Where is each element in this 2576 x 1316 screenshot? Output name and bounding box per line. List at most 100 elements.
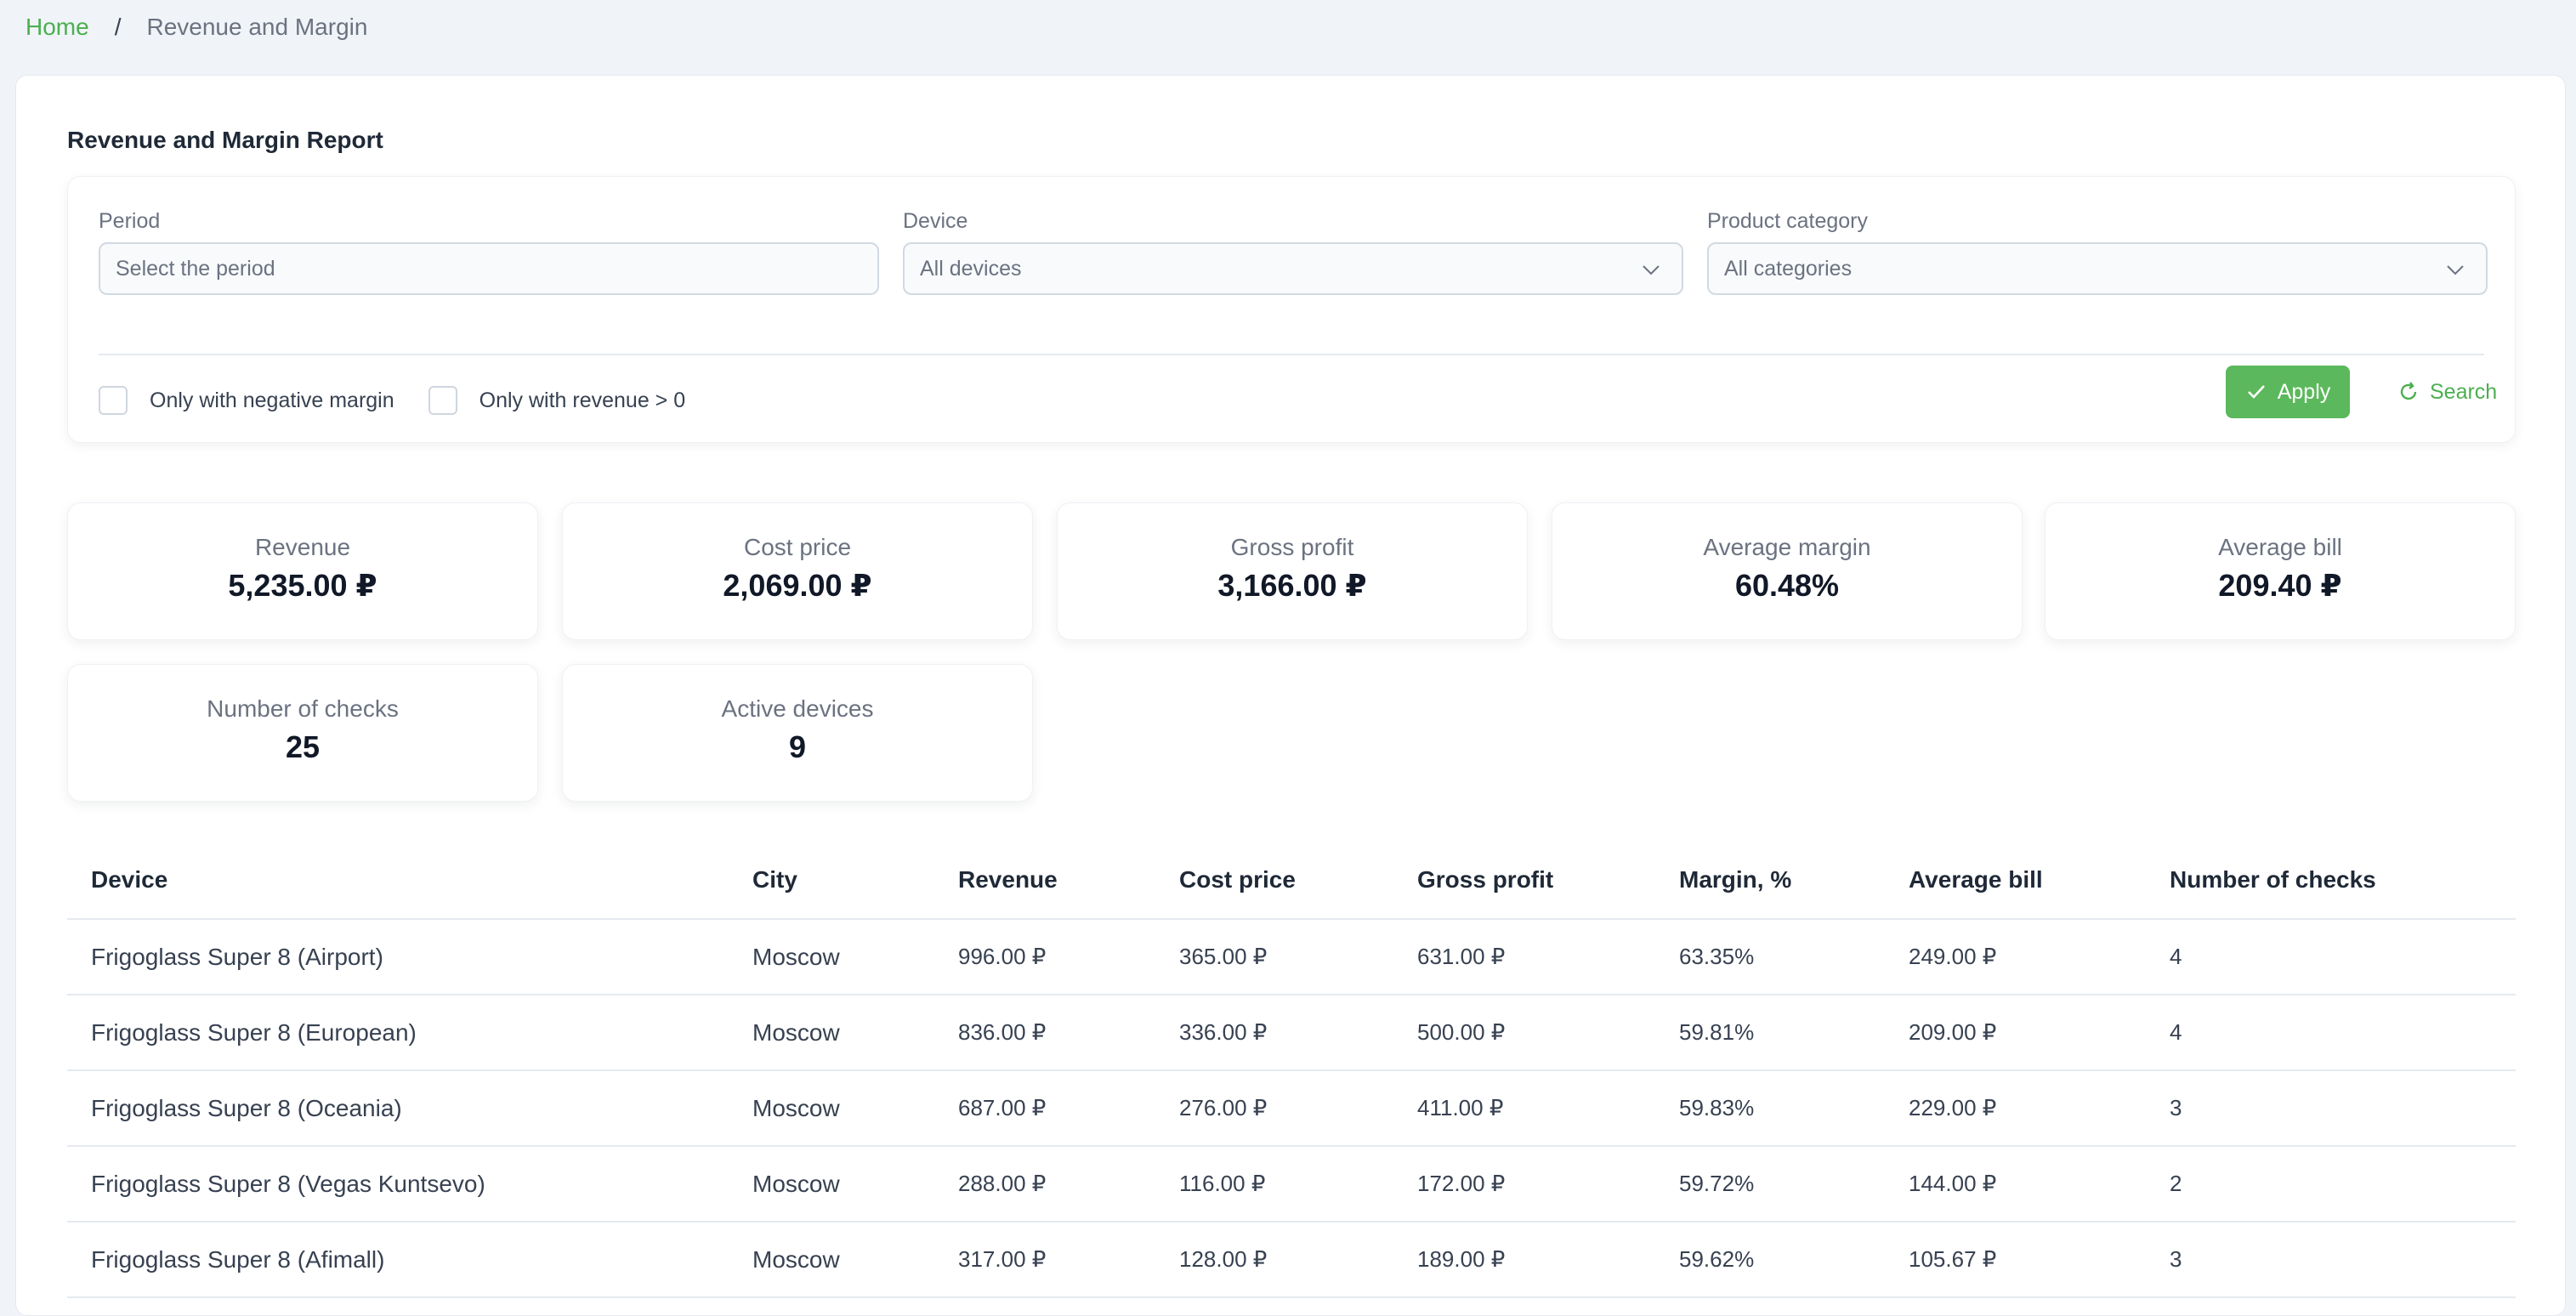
table-cell: 63.35% (1655, 919, 1885, 996)
table-cell: Frigoglass Super 8 (European) (67, 995, 729, 1071)
stat-card-average-margin: Average margin 60.48% (1552, 502, 2023, 640)
apply-button[interactable]: Apply (2226, 366, 2350, 418)
column-header[interactable]: Gross profit (1393, 841, 1655, 920)
check-icon (2247, 385, 2265, 399)
table-cell: 276.00 ₽ (1155, 1070, 1393, 1147)
stat-value: 9 (788, 729, 807, 764)
negative-margin-checkbox[interactable] (99, 386, 128, 415)
table-cell: Moscow (729, 1146, 934, 1222)
stat-value: 5,235.00 ₽ (228, 568, 377, 603)
column-header[interactable]: Revenue (934, 841, 1155, 920)
period-input[interactable]: Select the period (99, 242, 879, 295)
table-cell: 996.00 ₽ (934, 919, 1155, 996)
stat-label: Active devices (721, 695, 874, 722)
stat-card-cost-price: Cost price 2,069.00 ₽ (562, 502, 1033, 640)
table-cell: Moscow (729, 919, 934, 996)
table-cell: 59.72% (1655, 1146, 1885, 1222)
positive-revenue-option[interactable]: Only with revenue > 0 (428, 386, 685, 415)
table-cell: 209.00 ₽ (1885, 995, 2146, 1071)
table-cell: Frigoglass Super 8 (Afimall) (67, 1222, 729, 1298)
stat-label: Gross profit (1230, 534, 1354, 560)
table-cell: 500.00 ₽ (1393, 995, 1655, 1071)
column-header[interactable]: Cost price (1155, 841, 1393, 920)
refresh-icon (2400, 382, 2417, 400)
category-field: Product category All categories (1707, 209, 2488, 295)
category-select[interactable]: All categories (1707, 242, 2488, 295)
breadcrumb-current: Revenue and Margin (146, 14, 368, 40)
table-cell: Frigoglass Super 8 (Vegas Kuntsevo) (67, 1146, 729, 1222)
column-header[interactable]: Average bill (1885, 841, 2146, 920)
stat-label: Cost price (743, 534, 852, 560)
search-button[interactable]: Search (2397, 366, 2497, 418)
table-cell: 229.00 ₽ (1885, 1070, 2146, 1147)
table-cell: 3 (2146, 1070, 2516, 1147)
stat-label: Average margin (1703, 534, 1871, 560)
search-button-label: Search (2430, 379, 2498, 404)
apply-button-label: Apply (2277, 379, 2331, 404)
chevron-down-icon (1643, 265, 1660, 275)
table-cell: 59.83% (1655, 1070, 1885, 1147)
stat-card-gross-profit: Gross profit 3,166.00 ₽ (1057, 502, 1528, 640)
table-cell: 4 (2146, 919, 2516, 996)
table-cell: Frigoglass Super 8 (Oceania) (67, 1070, 729, 1147)
table-row[interactable]: Frigoglass Super 8 (European) Moscow 836… (67, 995, 2516, 1071)
table-cell: 116.00 ₽ (1155, 1146, 1393, 1222)
breadcrumb: Home / Revenue and Margin (26, 10, 367, 44)
column-header[interactable]: Device (67, 841, 729, 920)
stat-label: Number of checks (207, 695, 399, 722)
column-header[interactable]: City (729, 841, 934, 920)
stat-value: 25 (285, 729, 321, 764)
period-label: Period (99, 209, 161, 233)
table-cell: 631.00 ₽ (1393, 919, 1655, 996)
stat-card-average-bill: Average bill 209.40 ₽ (2045, 502, 2516, 640)
table-cell: Frigoglass Super 8 (Airport) (67, 919, 729, 996)
stat-label: Revenue (254, 534, 351, 560)
stat-card-revenue: Revenue 5,235.00 ₽ (67, 502, 538, 640)
negative-margin-label: Only with negative margin (150, 388, 394, 412)
table-cell: Moscow (729, 995, 934, 1071)
stat-value: 3,166.00 ₽ (1217, 568, 1367, 603)
positive-revenue-checkbox[interactable] (428, 386, 457, 415)
table-cell: 59.81% (1655, 995, 1885, 1071)
table-row[interactable]: Frigoglass Super 8 (Oceania) Moscow 687.… (67, 1070, 2516, 1147)
chevron-down-icon (2447, 265, 2464, 275)
negative-margin-option[interactable]: Only with negative margin (99, 386, 394, 415)
revenue-table: Device City Revenue Cost price Gross pro… (67, 841, 2516, 1298)
column-header[interactable]: Number of checks (2146, 841, 2516, 920)
breadcrumb-home-link[interactable]: Home (26, 14, 89, 40)
table-cell: 836.00 ₽ (934, 995, 1155, 1071)
table-cell: 3 (2146, 1222, 2516, 1298)
table-cell: 4 (2146, 995, 2516, 1071)
filter-divider (99, 354, 2484, 355)
period-field: Period Select the period (99, 209, 879, 295)
table-row[interactable]: Frigoglass Super 8 (Afimall) Moscow 317.… (67, 1222, 2516, 1298)
table-cell: 365.00 ₽ (1155, 919, 1393, 996)
category-select-value: All categories (1724, 256, 1853, 281)
table-row[interactable]: Frigoglass Super 8 (Vegas Kuntsevo) Mosc… (67, 1146, 2516, 1222)
table-cell: 249.00 ₽ (1885, 919, 2146, 996)
category-label: Product category (1707, 209, 1868, 233)
table-cell: 411.00 ₽ (1393, 1070, 1655, 1147)
table-cell: 59.62% (1655, 1222, 1885, 1298)
device-select-value: All devices (920, 256, 1022, 281)
table-cell: Moscow (729, 1222, 934, 1298)
column-header[interactable]: Margin, % (1655, 841, 1885, 920)
device-select[interactable]: All devices (903, 242, 1683, 295)
table-cell: 687.00 ₽ (934, 1070, 1155, 1147)
stat-card-number-of-checks: Number of checks 25 (67, 664, 538, 802)
page-title: Revenue and Margin Report (67, 127, 383, 153)
table-header-row: Device City Revenue Cost price Gross pro… (67, 841, 2516, 920)
report-card: Revenue and Margin Report Period Select … (15, 75, 2566, 1316)
table-cell: Moscow (729, 1070, 934, 1147)
table-cell: 288.00 ₽ (934, 1146, 1155, 1222)
stat-value: 2,069.00 ₽ (723, 568, 872, 603)
table-cell: 336.00 ₽ (1155, 995, 1393, 1071)
filter-panel: Period Select the period Device All devi… (67, 176, 2516, 443)
stat-value: 209.40 ₽ (2218, 568, 2342, 603)
table-cell: 128.00 ₽ (1155, 1222, 1393, 1298)
stat-value: 60.48% (1734, 568, 1840, 603)
table-cell: 172.00 ₽ (1393, 1146, 1655, 1222)
table-cell: 144.00 ₽ (1885, 1146, 2146, 1222)
table-cell: 317.00 ₽ (934, 1222, 1155, 1298)
table-row[interactable]: Frigoglass Super 8 (Airport) Moscow 996.… (67, 919, 2516, 996)
